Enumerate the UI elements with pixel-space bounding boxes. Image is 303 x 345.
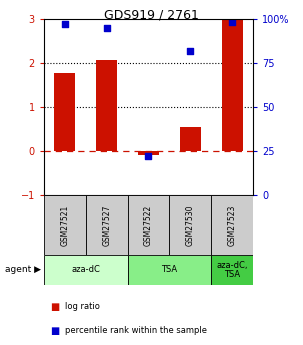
Text: log ratio: log ratio <box>65 302 100 311</box>
Text: GDS919 / 2761: GDS919 / 2761 <box>104 9 199 22</box>
Text: GSM27527: GSM27527 <box>102 205 111 246</box>
Text: GSM27521: GSM27521 <box>60 205 69 246</box>
Bar <box>128 255 211 285</box>
Text: GSM27530: GSM27530 <box>186 204 195 246</box>
Bar <box>128 195 169 255</box>
Text: TSA: TSA <box>161 265 178 275</box>
Point <box>104 25 109 30</box>
Text: percentile rank within the sample: percentile rank within the sample <box>65 326 207 335</box>
Text: GSM27522: GSM27522 <box>144 205 153 246</box>
Bar <box>211 255 253 285</box>
Bar <box>55 73 75 151</box>
Text: ■: ■ <box>50 302 59 312</box>
Bar <box>138 151 159 155</box>
Text: agent ▶: agent ▶ <box>5 265 41 275</box>
Text: ■: ■ <box>50 326 59 336</box>
Point <box>146 154 151 159</box>
Point <box>62 21 67 27</box>
Point <box>188 48 193 53</box>
Bar <box>180 127 201 151</box>
Bar <box>44 255 128 285</box>
Bar <box>44 195 86 255</box>
Bar <box>211 195 253 255</box>
Bar <box>86 195 128 255</box>
Bar <box>96 60 117 151</box>
Text: aza-dC,
TSA: aza-dC, TSA <box>216 260 248 279</box>
Text: aza-dC: aza-dC <box>71 265 100 275</box>
Bar <box>169 195 211 255</box>
Point <box>230 20 235 25</box>
Bar <box>222 19 242 151</box>
Text: GSM27523: GSM27523 <box>228 205 237 246</box>
